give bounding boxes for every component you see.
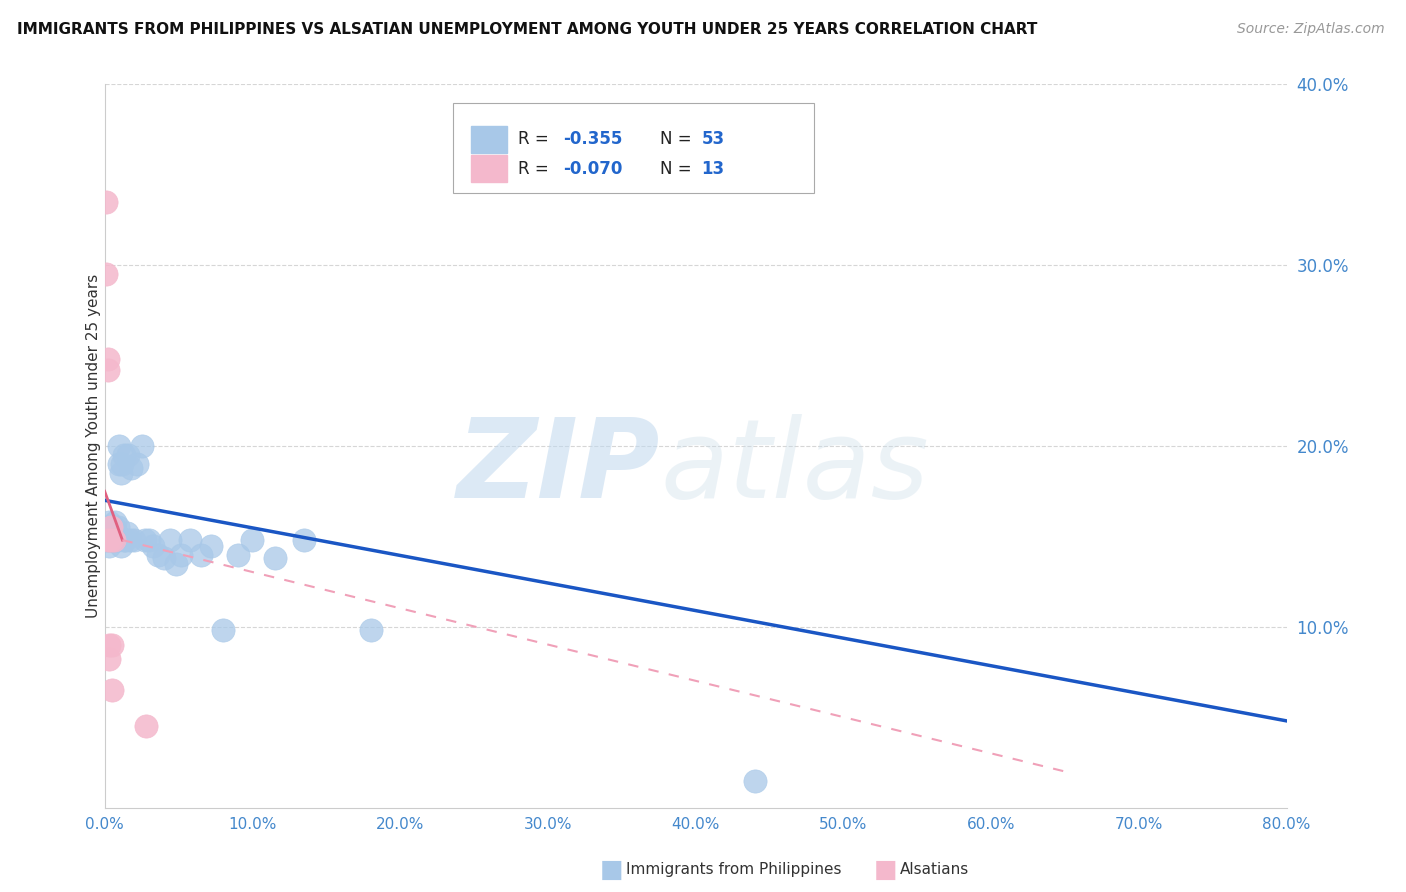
- Point: [97, 525, 120, 540]
- Text: R =: R =: [519, 130, 554, 148]
- Point: [100, 533, 122, 547]
- Point: [112, 533, 135, 547]
- Point: [94, 533, 117, 547]
- Bar: [471, 126, 506, 153]
- Point: [97, 352, 120, 367]
- Point: [122, 533, 145, 547]
- Point: [146, 548, 169, 562]
- Point: [101, 520, 124, 534]
- Point: [242, 533, 264, 547]
- Point: [120, 460, 142, 475]
- Point: [152, 551, 174, 566]
- Point: [115, 525, 138, 540]
- Point: [94, 194, 117, 209]
- Text: -0.355: -0.355: [564, 130, 623, 148]
- Point: [117, 448, 139, 462]
- Point: [135, 719, 157, 733]
- Text: N =: N =: [661, 130, 697, 148]
- Text: IMMIGRANTS FROM PHILIPPINES VS ALSATIAN UNEMPLOYMENT AMONG YOUTH UNDER 25 YEARS : IMMIGRANTS FROM PHILIPPINES VS ALSATIAN …: [17, 22, 1038, 37]
- Point: [101, 683, 124, 698]
- Point: [226, 548, 249, 562]
- Point: [131, 439, 153, 453]
- Point: [744, 773, 766, 788]
- Point: [97, 533, 120, 547]
- Point: [105, 533, 128, 547]
- Point: [97, 363, 120, 377]
- Point: [159, 533, 181, 547]
- Point: [103, 525, 125, 540]
- Point: [98, 515, 121, 529]
- Point: [101, 638, 124, 652]
- Text: Source: ZipAtlas.com: Source: ZipAtlas.com: [1237, 22, 1385, 37]
- Point: [108, 439, 131, 453]
- Point: [110, 539, 132, 553]
- Point: [98, 638, 121, 652]
- Point: [104, 515, 127, 529]
- Text: N =: N =: [661, 160, 697, 178]
- Point: [100, 520, 122, 534]
- Point: [97, 533, 120, 547]
- Y-axis label: Unemployment Among Youth under 25 years: Unemployment Among Youth under 25 years: [86, 274, 101, 618]
- Text: Alsatians: Alsatians: [900, 863, 969, 877]
- Point: [292, 533, 315, 547]
- Text: 53: 53: [702, 130, 724, 148]
- Point: [190, 548, 212, 562]
- Point: [200, 539, 222, 553]
- Point: [212, 624, 235, 638]
- Point: [103, 533, 125, 547]
- Point: [118, 533, 141, 547]
- Text: ■: ■: [875, 858, 897, 881]
- Bar: [471, 155, 506, 182]
- Point: [111, 457, 134, 471]
- Text: -0.070: -0.070: [564, 160, 623, 178]
- Point: [179, 533, 201, 547]
- Point: [103, 533, 125, 547]
- Text: atlas: atlas: [661, 414, 929, 521]
- Point: [100, 529, 122, 543]
- Point: [101, 533, 124, 547]
- Point: [98, 539, 121, 553]
- Point: [170, 548, 193, 562]
- Point: [94, 520, 117, 534]
- Point: [107, 533, 129, 547]
- Point: [100, 533, 122, 547]
- Point: [138, 533, 160, 547]
- Text: 13: 13: [702, 160, 724, 178]
- Point: [103, 520, 125, 534]
- Point: [101, 529, 124, 543]
- Text: ■: ■: [600, 858, 623, 881]
- Point: [114, 533, 136, 547]
- Point: [112, 448, 135, 462]
- Point: [108, 457, 131, 471]
- FancyBboxPatch shape: [453, 103, 814, 193]
- Point: [94, 267, 117, 281]
- Text: R =: R =: [519, 160, 554, 178]
- Point: [104, 533, 127, 547]
- Point: [98, 652, 121, 666]
- Point: [110, 466, 132, 480]
- Point: [165, 557, 187, 571]
- Point: [263, 551, 285, 566]
- Point: [107, 520, 129, 534]
- Text: Immigrants from Philippines: Immigrants from Philippines: [626, 863, 841, 877]
- Text: ZIP: ZIP: [457, 414, 661, 521]
- Point: [360, 624, 382, 638]
- Point: [142, 539, 165, 553]
- Point: [127, 457, 149, 471]
- Point: [134, 533, 156, 547]
- Point: [105, 525, 128, 540]
